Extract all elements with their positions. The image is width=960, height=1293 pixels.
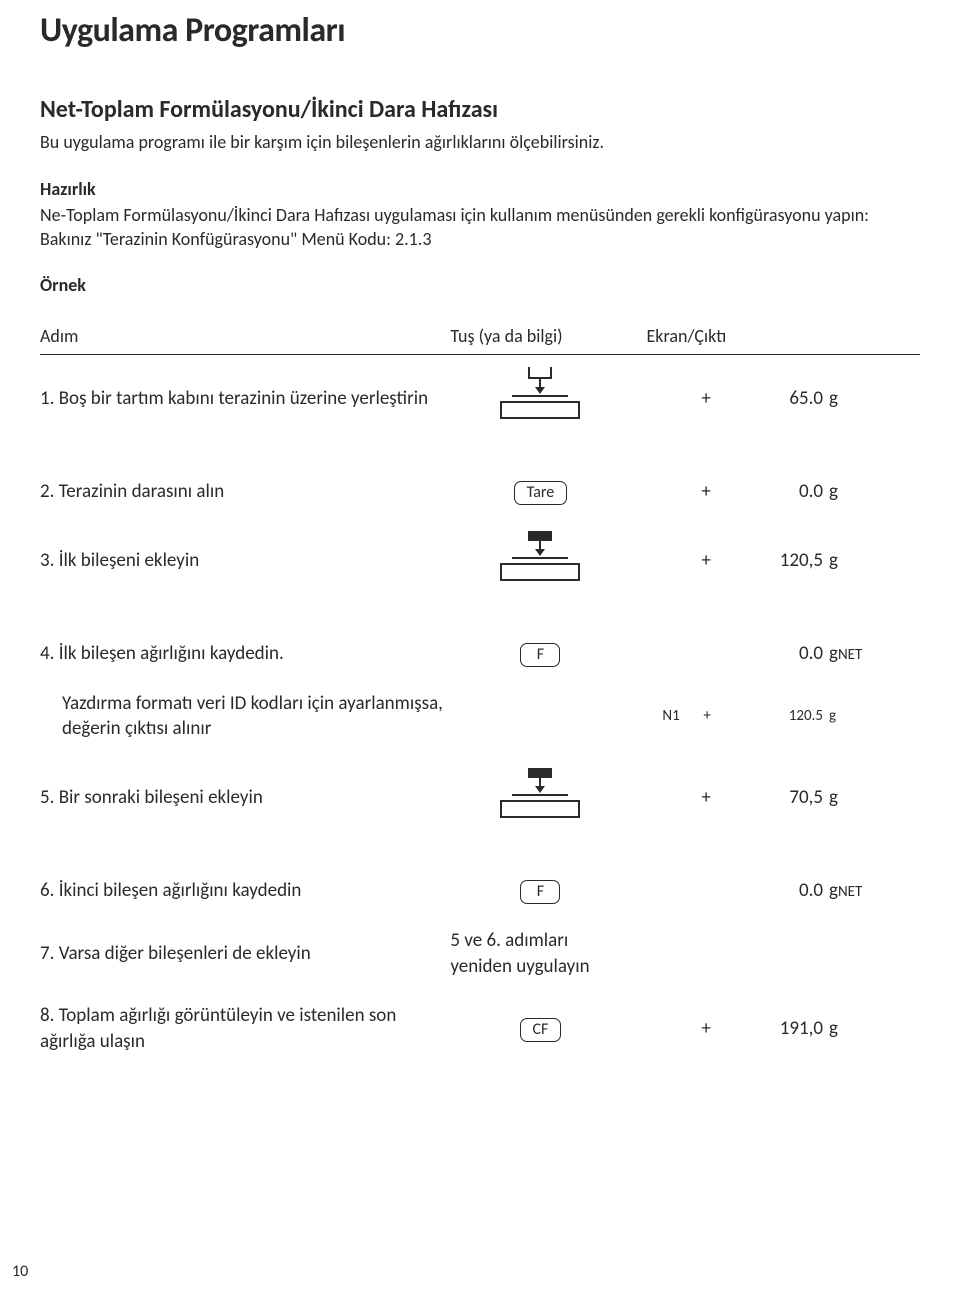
- col-out-header: Ekran/Çıktı: [637, 320, 920, 355]
- output-unit: g: [829, 991, 920, 1066]
- scale-loaded-icon: [495, 529, 585, 585]
- unit-sub: NET: [838, 883, 862, 901]
- output-unit: g: [829, 355, 920, 443]
- page-title: Uygulama Programları: [40, 8, 920, 54]
- table-row: 7. Varsa diğer bileşenleri de ekleyin5 v…: [40, 916, 920, 991]
- key-cell: Tare: [450, 467, 636, 517]
- step-text: 4. İlk bileşen ağırlığını kaydedin.: [40, 629, 450, 679]
- output-sign: +: [637, 467, 717, 517]
- step-text: 6. İkinci bileşen ağırlığını kaydedin: [40, 866, 450, 916]
- step-text: 8. Toplam ağırlığı görüntüleyin ve isten…: [40, 991, 450, 1066]
- key-cell: [450, 355, 636, 443]
- key-button: CF: [520, 1018, 562, 1042]
- col-key-header: Tuş (ya da bilgi): [450, 320, 636, 355]
- key-cell: F: [450, 629, 636, 679]
- key-button: Tare: [514, 481, 568, 505]
- output-value: 65.0: [717, 355, 829, 443]
- scale-loaded-icon: [495, 766, 585, 822]
- ornek-heading: Örnek: [40, 273, 920, 297]
- output-sign: +: [637, 754, 717, 842]
- output-value: 70,5: [717, 754, 829, 842]
- output-unit: g: [829, 679, 920, 754]
- output-value: [717, 916, 829, 991]
- table-row: 4. İlk bileşen ağırlığını kaydedin. F 0.0g…: [40, 629, 920, 679]
- output-unit: [829, 916, 920, 991]
- table-row: Yazdırma formatı veri ID kodları için ay…: [40, 679, 920, 754]
- output-sign: [637, 916, 717, 991]
- table-row: 6. İkinci bileşen ağırlığını kaydedin F 0.…: [40, 866, 920, 916]
- output-sign: N1 +: [637, 679, 717, 754]
- key-button: F: [520, 643, 560, 667]
- output-value: 120.5: [717, 679, 829, 754]
- key-cell: CF: [450, 991, 636, 1066]
- key-cell: F: [450, 866, 636, 916]
- steps-table: Adım Tuş (ya da bilgi) Ekran/Çıktı 1. Bo…: [40, 320, 920, 1067]
- output-sign: +: [637, 355, 717, 443]
- section-title: Net-Toplam Formülasyonu/İkinci Dara Hafı…: [40, 94, 920, 126]
- table-row: 5. Bir sonraki bileşeni ekleyin +70,5g: [40, 754, 920, 842]
- hazirlik-body: Ne-Toplam Formülasyonu/İkinci Dara Hafız…: [40, 203, 920, 252]
- table-row: 8. Toplam ağırlığı görüntüleyin ve isten…: [40, 991, 920, 1066]
- output-unit: gNET: [829, 866, 920, 916]
- table-row: 3. İlk bileşeni ekleyin +120,5g: [40, 517, 920, 605]
- key-button: F: [520, 880, 560, 904]
- key-cell: 5 ve 6. adımları yeniden uygulayın: [450, 916, 636, 991]
- output-sign: [637, 866, 717, 916]
- key-cell: [450, 679, 636, 754]
- key-cell: [450, 754, 636, 842]
- step-text: 3. İlk bileşeni ekleyin: [40, 517, 450, 605]
- page-number: 10: [12, 1261, 28, 1283]
- output-unit: gNET: [829, 629, 920, 679]
- output-unit: g: [829, 754, 920, 842]
- scale-icon: [495, 367, 585, 423]
- col-step-header: Adım: [40, 320, 450, 355]
- intro-text: Bu uygulama programı ile bir karşım için…: [40, 130, 920, 154]
- key-cell: [450, 517, 636, 605]
- output-value: 120,5: [717, 517, 829, 605]
- step-text: 2. Terazinin darasını alın: [40, 467, 450, 517]
- output-unit: g: [829, 517, 920, 605]
- output-value: 191,0: [717, 991, 829, 1066]
- step-text: 5. Bir sonraki bileşeni ekleyin: [40, 754, 450, 842]
- hazirlik-heading: Hazırlık: [40, 177, 920, 201]
- output-sign: +: [637, 991, 717, 1066]
- output-unit: g: [829, 467, 920, 517]
- output-value: 0.0: [717, 866, 829, 916]
- step-text: Yazdırma formatı veri ID kodları için ay…: [40, 679, 450, 754]
- table-row: 1. Boş bir tartım kabını terazinin üzeri…: [40, 355, 920, 443]
- output-sign: [637, 629, 717, 679]
- unit-sub: NET: [838, 646, 862, 664]
- step-text: 7. Varsa diğer bileşenleri de ekleyin: [40, 916, 450, 991]
- output-value: 0.0: [717, 629, 829, 679]
- key-text: 5 ve 6. adımları yeniden uygulayın: [450, 929, 589, 978]
- table-row: 2. Terazinin darasını alın Tare +0.0g: [40, 467, 920, 517]
- step-text: 1. Boş bir tartım kabını terazinin üzeri…: [40, 355, 450, 443]
- output-value: 0.0: [717, 467, 829, 517]
- output-sign: +: [637, 517, 717, 605]
